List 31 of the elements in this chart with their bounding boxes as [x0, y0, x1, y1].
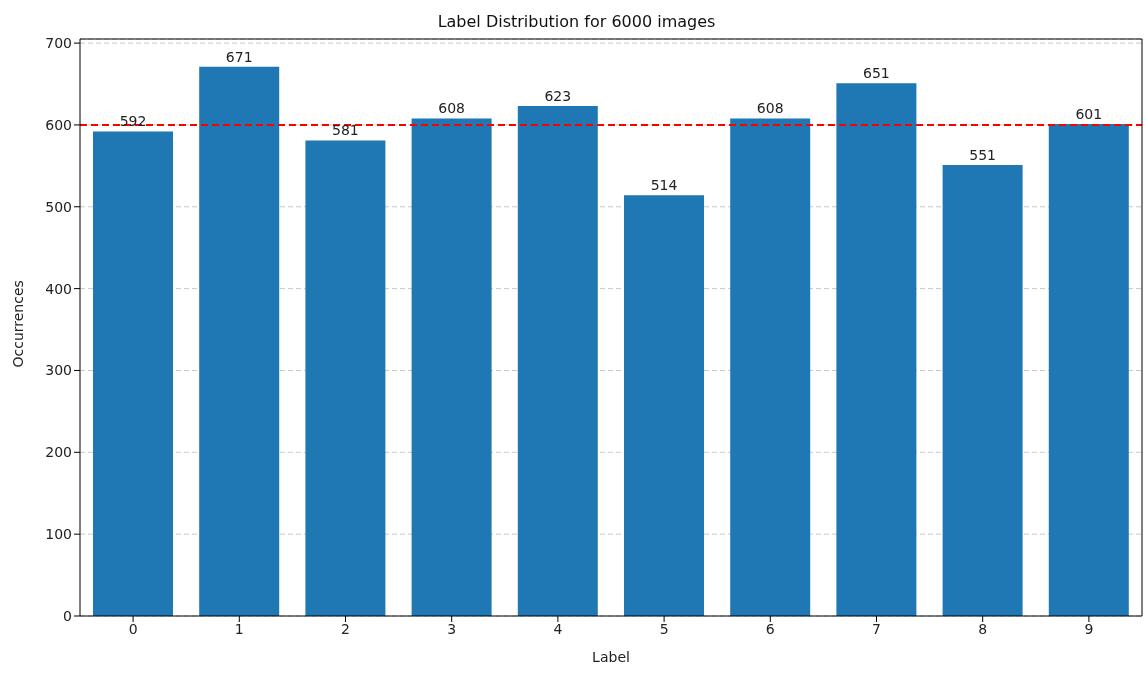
- x-tick-label: 7: [872, 620, 881, 637]
- x-tick-label: 9: [1084, 620, 1094, 637]
- chart-title: Label Distribution for 6000 images: [436, 11, 717, 33]
- data-label: 671: [225, 48, 253, 65]
- x-tick-label: 6: [765, 620, 775, 637]
- y-tick-label: 600: [45, 116, 72, 133]
- y-tick-label: 100: [45, 526, 72, 543]
- data-label: 608: [756, 100, 784, 117]
- y-tick-label: 0: [63, 607, 72, 624]
- x-tick-label: 2: [341, 620, 350, 637]
- y-tick-label: 400: [45, 280, 72, 297]
- x-tick-label: 8: [978, 620, 988, 637]
- x-tick-label: 4: [553, 620, 563, 637]
- x-tick-label: 0: [128, 620, 138, 637]
- x-tick-label: 5: [659, 620, 669, 637]
- y-tick-label: 200: [45, 444, 72, 461]
- data-label: 608: [438, 100, 465, 117]
- x-axis-title: Label: [592, 649, 630, 665]
- data-label: 551: [969, 147, 996, 164]
- data-label: 651: [863, 65, 890, 82]
- data-label: 592: [119, 113, 147, 130]
- data-label: 581: [332, 122, 359, 139]
- x-tick-label: 1: [234, 620, 244, 637]
- y-tick-label: 300: [45, 362, 72, 379]
- data-label: 601: [1075, 106, 1103, 123]
- y-tick-label: 500: [45, 198, 72, 215]
- y-tick-label: 700: [45, 35, 72, 52]
- y-axis-title: Occurrences: [9, 280, 26, 368]
- data-label: 514: [650, 177, 678, 194]
- data-label: 623: [544, 88, 572, 105]
- x-tick-label: 3: [447, 620, 457, 637]
